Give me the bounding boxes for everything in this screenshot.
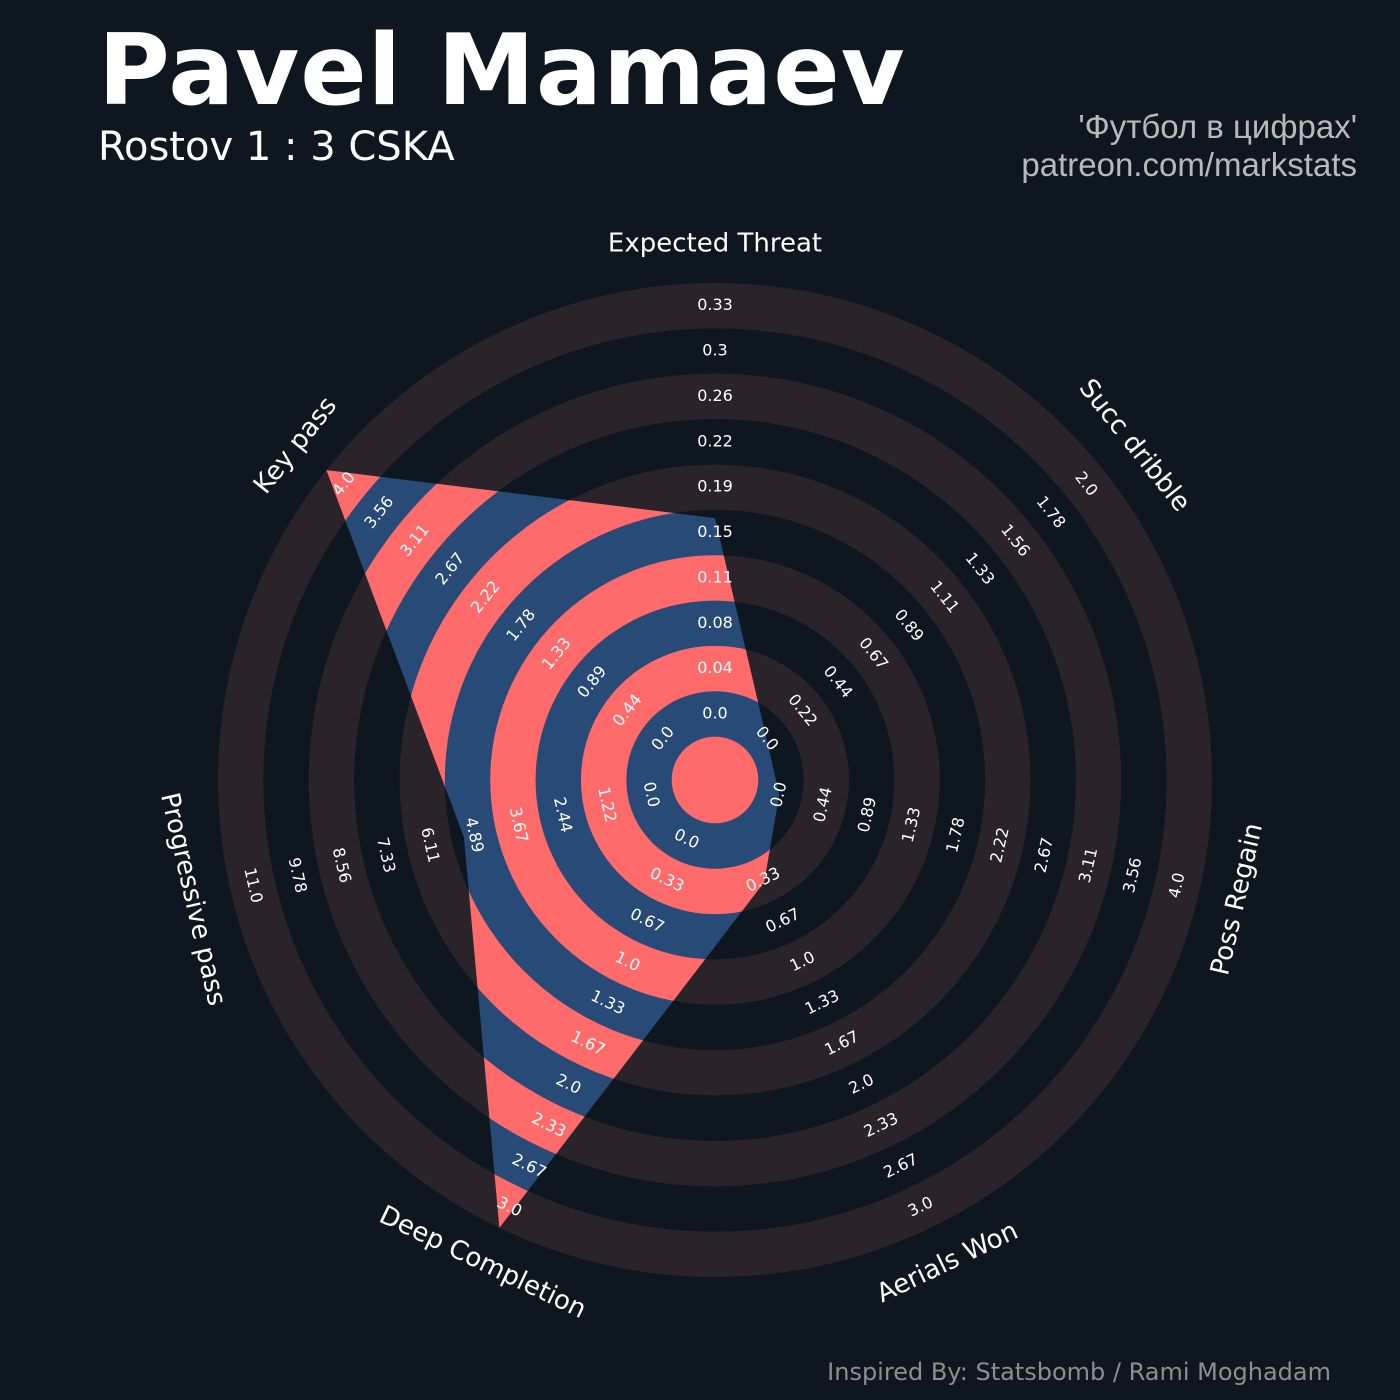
tick-label: 0.08 [697,613,733,632]
param-label: Poss Regain [1205,820,1269,978]
credit-line: 'Футбол в цифрах' [1078,108,1357,145]
tick-label: 0.3 [702,341,727,360]
tick-label: 0.04 [697,658,733,677]
player-name: Pavel Mamaev [98,14,906,128]
match-subtitle: Rostov 1 : 3 CSKA [98,124,455,170]
param-label: Expected Threat [608,229,822,259]
tick-label: 0.0 [702,704,727,723]
tick-label: 0.33 [697,295,733,314]
value-polygon [326,470,780,1228]
tick-label: 0.26 [697,386,733,405]
tick-label: 0.22 [697,431,733,450]
tick-label: 0.19 [697,477,733,496]
tick-label: 0.11 [697,567,733,586]
credit-link: patreon.com/markstats [1021,146,1357,183]
polygon-band [580,645,780,915]
footer-credit: Inspired By: Statsbomb / Rami Moghadam [827,1358,1331,1386]
tick-label: 0.15 [697,522,733,541]
polygon-band [671,736,759,824]
